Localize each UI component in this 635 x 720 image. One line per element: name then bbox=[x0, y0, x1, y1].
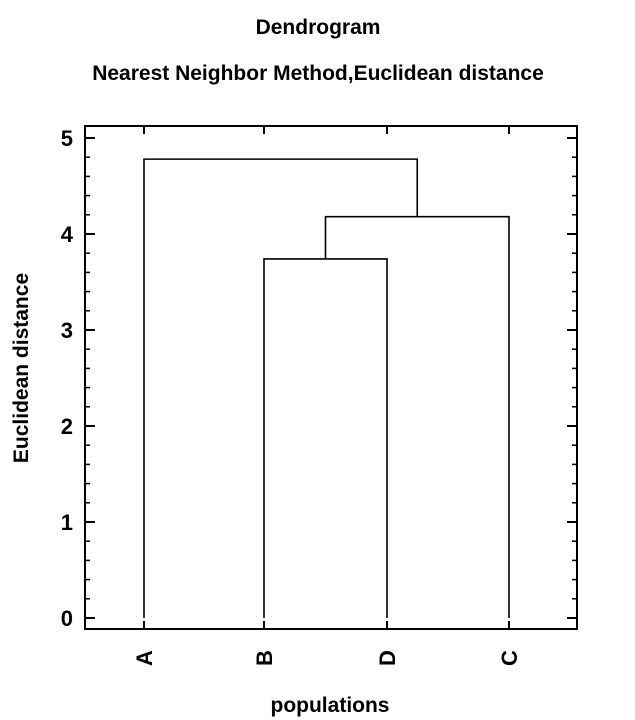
dendrogram-link-1 bbox=[263, 258, 388, 618]
x-axis-label: populations bbox=[271, 694, 390, 717]
y-tick-label: 1 bbox=[61, 510, 73, 535]
x-tick-label-c: C bbox=[497, 650, 522, 666]
chart-subtitle: Nearest Neighbor Method,Euclidean distan… bbox=[92, 62, 544, 85]
y-tick-label: 0 bbox=[61, 606, 73, 631]
y-tick-label: 4 bbox=[61, 222, 74, 247]
chart-title: Dendrogram bbox=[256, 16, 381, 39]
dendrogram-link-2 bbox=[324, 215, 510, 618]
x-tick-label-b: B bbox=[252, 650, 277, 666]
plot-frame bbox=[84, 125, 578, 630]
dendrogram-links bbox=[143, 158, 510, 618]
x-tick-label-a: A bbox=[132, 650, 157, 666]
y-tick-label: 2 bbox=[61, 414, 73, 439]
y-axis-ticks bbox=[85, 137, 577, 619]
x-tick-label-d: D bbox=[375, 650, 400, 666]
y-tick-label: 3 bbox=[61, 318, 73, 343]
y-axis-tick-labels: 0 1 2 3 4 5 bbox=[61, 126, 74, 631]
y-axis-label: Euclidean distance bbox=[10, 273, 33, 463]
x-axis-ticks bbox=[143, 126, 510, 629]
y-tick-label: 5 bbox=[61, 126, 73, 151]
dendrogram-link-3 bbox=[143, 158, 419, 618]
